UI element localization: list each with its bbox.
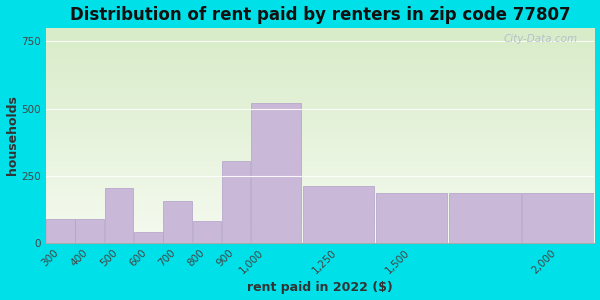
Text: City-Data.com: City-Data.com xyxy=(504,34,578,44)
X-axis label: rent paid in 2022 ($): rent paid in 2022 ($) xyxy=(247,281,393,294)
Bar xyxy=(251,103,301,243)
Bar xyxy=(302,187,374,243)
Bar xyxy=(522,193,594,243)
Bar xyxy=(105,188,133,243)
Bar xyxy=(193,221,221,243)
Bar xyxy=(376,193,448,243)
Bar xyxy=(46,219,75,243)
Bar xyxy=(222,161,250,243)
Bar xyxy=(134,232,163,243)
Y-axis label: households: households xyxy=(5,95,19,175)
Bar xyxy=(76,219,104,243)
Bar xyxy=(163,201,192,243)
Title: Distribution of rent paid by renters in zip code 77807: Distribution of rent paid by renters in … xyxy=(70,6,571,24)
Bar xyxy=(449,193,521,243)
